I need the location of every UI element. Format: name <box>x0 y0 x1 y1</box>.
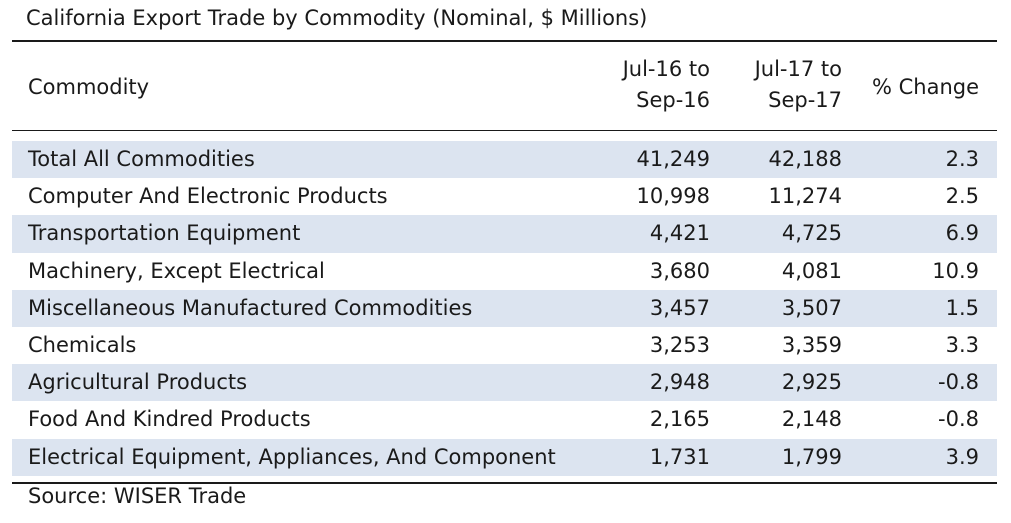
jul17-sep17-value-cell: 2,925 <box>781 370 842 395</box>
percent-change-cell: -0.8 <box>938 370 979 395</box>
table-row: Transportation Equipment 4,421 4,725 6.9 <box>12 215 997 253</box>
header-jul16-sep16: Jul-16 to Sep-16 <box>590 54 710 116</box>
jul17-sep17-value-cell: 42,188 <box>768 147 842 171</box>
jul16-sep16-value-cell: 3,457 <box>649 295 710 320</box>
table-body: Total All Commodities 41,249 42,188 2.3 Comp… <box>12 131 997 482</box>
percent-change-cell: 3.3 <box>945 332 979 357</box>
table-row: Total All Commodities 41,249 42,188 2.3 <box>12 141 997 179</box>
jul16-sep16-value-cell: 2,948 <box>649 370 710 395</box>
percent-change-cell: 1.5 <box>945 295 979 320</box>
jul16-sep16-value-cell: 1,731 <box>649 444 710 469</box>
percent-change-cell: -0.8 <box>938 407 979 432</box>
commodity-cell: Total All Commodities <box>28 147 255 171</box>
table-header: Commodity Jul-16 to Sep-16 Jul-17 to Sep… <box>12 42 997 131</box>
percent-change-cell: 6.9 <box>945 221 979 246</box>
commodity-cell: Agricultural Products <box>28 370 248 395</box>
commodity-cell: Electrical Equipment, Appliances, And Co… <box>28 444 556 469</box>
header-jul16-sep16-line-2: Sep-16 <box>636 88 710 112</box>
jul17-sep17-value-cell: 3,507 <box>781 295 842 320</box>
commodity-cell: Computer And Electronic Products <box>28 184 388 209</box>
jul16-sep16-value-cell: 2,165 <box>649 407 710 432</box>
table-row: Electrical Equipment, Appliances, And Co… <box>12 438 997 476</box>
percent-change-cell: 2.5 <box>945 184 979 209</box>
jul16-sep16-value-cell: 41,249 <box>636 147 710 171</box>
commodity-cell: Transportation Equipment <box>28 221 301 246</box>
header-jul17-sep17: Jul-17 to Sep-17 <box>722 54 842 116</box>
table-row: Machinery, Except Electrical 3,680 4,081 10… <box>12 253 997 290</box>
table-row: Chemicals 3,253 3,359 3.3 <box>12 327 997 364</box>
jul17-sep17-value-cell: 4,725 <box>781 221 842 246</box>
percent-change-cell: 10.9 <box>932 258 979 283</box>
export-trade-table: Commodity Jul-16 to Sep-16 Jul-17 to Sep… <box>12 40 997 484</box>
table-row: Miscellaneous Manufactured Commodities 3,… <box>12 289 997 327</box>
header-jul17-sep17-line-1: Jul-17 to <box>754 57 842 81</box>
jul17-sep17-value-cell: 3,359 <box>781 332 842 357</box>
source-note: Source: WISER Trade <box>28 484 247 508</box>
header-percent-change-line: % Change <box>871 75 979 99</box>
commodity-cell: Miscellaneous Manufactured Commodities <box>28 295 473 320</box>
jul16-sep16-value-cell: 4,421 <box>649 221 710 246</box>
jul16-sep16-value-cell: 3,253 <box>649 332 710 357</box>
header-percent-change: % Change <box>872 72 979 103</box>
percent-change-cell: 2.3 <box>945 147 979 171</box>
commodity-cell: Chemicals <box>28 332 137 357</box>
commodity-cell: Food And Kindred Products <box>28 407 311 432</box>
jul16-sep16-value-cell: 3,680 <box>649 258 710 283</box>
header-jul17-sep17-line-2: Sep-17 <box>768 88 842 112</box>
jul17-sep17-value-cell: 4,081 <box>781 258 842 283</box>
table-row: Food And Kindred Products 2,165 2,148 -0.8 <box>12 401 997 438</box>
jul17-sep17-value-cell: 2,148 <box>781 407 842 432</box>
jul16-sep16-value-cell: 10,998 <box>636 184 710 209</box>
percent-change-cell: 3.9 <box>945 444 979 469</box>
table-row: Agricultural Products 2,948 2,925 -0.8 <box>12 364 997 402</box>
header-commodity: Commodity <box>28 72 149 103</box>
table-title: California Export Trade by Commodity (No… <box>26 6 648 30</box>
jul17-sep17-value-cell: 11,274 <box>768 184 842 209</box>
table-row: Computer And Electronic Products 10,998 11… <box>12 178 997 215</box>
header-jul16-sep16-line-1: Jul-16 to <box>622 57 710 81</box>
commodity-cell: Machinery, Except Electrical <box>28 258 325 283</box>
header-commodity-line: Commodity <box>28 75 150 99</box>
jul17-sep17-value-cell: 1,799 <box>781 444 842 469</box>
